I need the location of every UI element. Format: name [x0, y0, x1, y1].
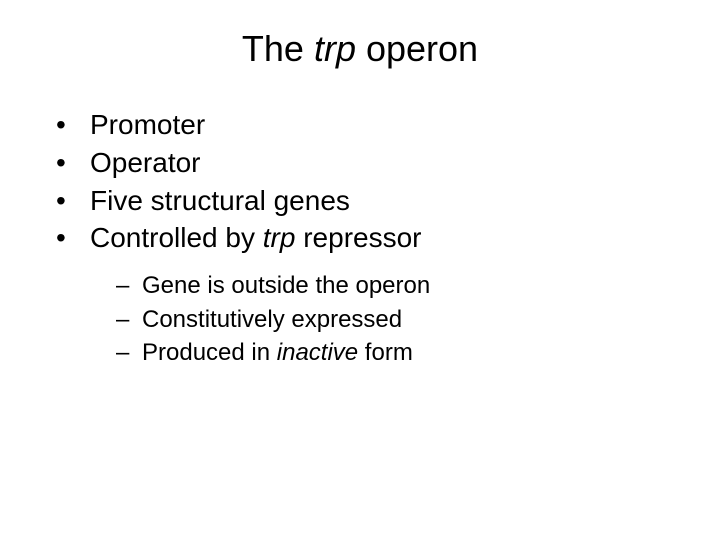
slide: The trp operon • Promoter • Operator • F… — [0, 0, 720, 540]
bullet-text-italic: trp — [263, 222, 296, 253]
list-item: – Constitutively expressed — [116, 303, 664, 337]
list-item: • Five structural genes — [56, 182, 664, 220]
bullet-list: • Promoter • Operator • Five structural … — [56, 106, 664, 257]
title-text-post: operon — [356, 28, 478, 69]
list-item: • Controlled by trp repressor — [56, 219, 664, 257]
bullet-marker: • — [56, 182, 90, 220]
bullet-marker: • — [56, 219, 90, 257]
sub-bullet-list: – Gene is outside the operon – Constitut… — [116, 269, 664, 370]
sub-bullet-text-italic: inactive — [277, 339, 358, 366]
bullet-text: Five structural genes — [90, 182, 350, 220]
sub-bullet-text-post: form — [358, 339, 413, 366]
bullet-marker: • — [56, 106, 90, 144]
list-item: • Operator — [56, 144, 664, 182]
title-text-pre: The — [242, 28, 314, 69]
dash-marker: – — [116, 303, 142, 337]
sub-bullet-text: Produced in inactive form — [142, 336, 413, 370]
bullet-text-post: repressor — [295, 222, 421, 253]
sub-bullet-text: Constitutively expressed — [142, 303, 402, 337]
bullet-text-pre: Controlled by — [90, 222, 263, 253]
title-text-italic: trp — [314, 28, 356, 69]
list-item: – Gene is outside the operon — [116, 269, 664, 303]
bullet-marker: • — [56, 144, 90, 182]
sub-bullet-text-pre: Produced in — [142, 339, 277, 366]
slide-title: The trp operon — [56, 28, 664, 70]
list-item: – Produced in inactive form — [116, 336, 664, 370]
bullet-text: Controlled by trp repressor — [90, 219, 422, 257]
dash-marker: – — [116, 269, 142, 303]
bullet-text: Promoter — [90, 106, 205, 144]
sub-bullet-text: Gene is outside the operon — [142, 269, 430, 303]
list-item: • Promoter — [56, 106, 664, 144]
dash-marker: – — [116, 336, 142, 370]
bullet-text: Operator — [90, 144, 201, 182]
